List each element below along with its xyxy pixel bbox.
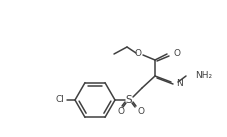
Text: NH₂: NH₂ [194, 72, 211, 81]
Text: O: O [117, 108, 124, 116]
Text: O: O [173, 49, 180, 58]
Text: O: O [134, 49, 141, 58]
Text: S: S [125, 95, 132, 105]
Text: O: O [137, 108, 144, 116]
Text: Cl: Cl [55, 95, 64, 105]
Text: N: N [175, 79, 182, 88]
